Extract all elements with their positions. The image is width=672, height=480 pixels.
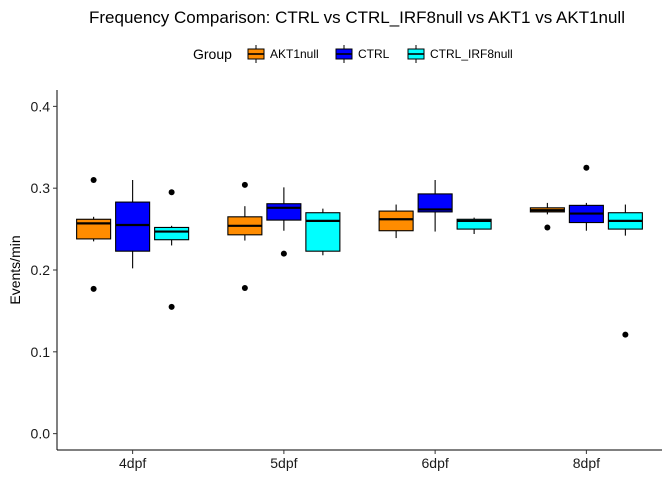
legend-key-akt1null [247, 45, 265, 63]
y-tick-label: 0.2 [31, 262, 51, 278]
x-axis-ticks: 4dpf 5dpf 6dpf 8dpf [119, 450, 600, 471]
outlier-point [544, 224, 551, 231]
box-akt1null-4dpf [76, 177, 112, 292]
legend-label: AKT1null [270, 47, 319, 61]
legend: Group AKT1null CTRL CTRL_IRF8null [193, 45, 513, 63]
box-ctrl-5dpf [266, 187, 302, 257]
y-tick-label: 0.3 [31, 180, 51, 196]
box-body [305, 212, 341, 252]
box-body [378, 210, 414, 232]
box-akt1null-6dpf [378, 204, 414, 239]
chart-title: Frequency Comparison: CTRL vs CTRL_IRF8n… [89, 8, 625, 27]
outlier-point [90, 285, 97, 292]
outlier-point [90, 177, 97, 183]
box-body [456, 218, 492, 230]
box-akt1null-5dpf [227, 181, 263, 291]
box-ctrl_irf8null-4dpf [154, 189, 190, 310]
legend-label: CTRL [358, 47, 390, 61]
x-tick-label: 8dpf [573, 455, 600, 471]
box-ctrl_irf8null-5dpf [305, 208, 341, 256]
box-body [76, 218, 112, 240]
x-tick-label: 6dpf [422, 455, 449, 471]
box-ctrl_irf8null-8dpf [607, 204, 643, 338]
box-body [154, 226, 190, 241]
x-tick-label: 4dpf [119, 455, 146, 471]
outlier-point [168, 303, 175, 310]
box-body [115, 201, 151, 252]
box-akt1null-8dpf [529, 202, 565, 231]
box-ctrl-8dpf [568, 164, 604, 231]
y-axis-title: Events/min [7, 235, 23, 304]
outlier-point [622, 331, 629, 338]
legend-label: CTRL_IRF8null [430, 47, 513, 61]
legend-title: Group [193, 46, 232, 62]
plot-area [76, 164, 643, 338]
y-tick-label: 0.4 [31, 98, 51, 114]
legend-key-ctrl_irf8null [407, 45, 425, 63]
outlier-point [168, 189, 175, 196]
box-ctrl-6dpf [417, 180, 453, 232]
box-body [266, 203, 302, 221]
legend-key-ctrl [335, 45, 353, 63]
outlier-point [241, 181, 248, 188]
box-body [417, 193, 453, 213]
box-ctrl-4dpf [115, 180, 151, 269]
outlier-point [583, 164, 590, 171]
box-ctrl_irf8null-6dpf [456, 217, 492, 234]
y-tick-label: 0.1 [31, 344, 51, 360]
y-axis-ticks: 0.0 0.1 0.2 0.3 0.4 [31, 98, 57, 442]
x-tick-label: 5dpf [270, 455, 297, 471]
outlier-point [280, 250, 287, 257]
outlier-point [241, 285, 248, 291]
y-tick-label: 0.0 [31, 426, 51, 442]
